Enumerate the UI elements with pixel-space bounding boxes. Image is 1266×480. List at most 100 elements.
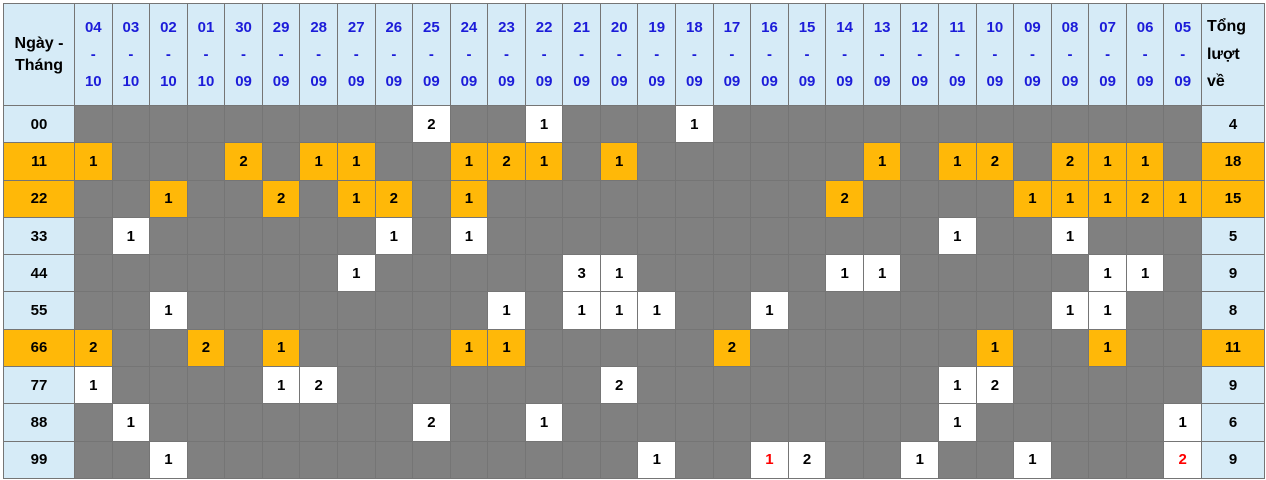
col-header-month: 09 bbox=[1061, 73, 1079, 90]
col-header-month: 09 bbox=[423, 73, 440, 90]
cell-11-20-09: 1 bbox=[600, 143, 638, 180]
cell-00-14-09-empty bbox=[826, 106, 863, 143]
cell-value: 1 bbox=[915, 451, 924, 469]
cell-11-22-09: 1 bbox=[525, 143, 563, 180]
cell-00-21-09-empty bbox=[563, 106, 600, 143]
cell-88-24-09-empty bbox=[450, 404, 488, 441]
cell-00-25-09: 2 bbox=[413, 106, 450, 143]
col-header-separator: - bbox=[466, 46, 472, 63]
cell-77-11-09: 1 bbox=[939, 367, 976, 404]
cell-99-08-09-empty bbox=[1051, 441, 1089, 478]
cell-77-01-10-empty bbox=[187, 367, 225, 404]
total-value: 11 bbox=[1225, 339, 1241, 357]
cell-22-13-09-empty bbox=[863, 180, 901, 217]
cell-value: 2 bbox=[615, 376, 624, 394]
row-label-88: 88 bbox=[4, 404, 74, 441]
cell-33-05-09-empty bbox=[1164, 217, 1201, 255]
cell-value: 1 bbox=[276, 339, 286, 357]
cell-value: 2 bbox=[427, 115, 436, 133]
row-label-text: 77 bbox=[30, 376, 48, 394]
col-header-separator: - bbox=[842, 46, 848, 63]
col-header-separator: - bbox=[1180, 46, 1186, 63]
col-header-separator: - bbox=[316, 46, 322, 63]
cell-77-15-09-empty bbox=[788, 367, 826, 404]
col-header-21-09: 21 - 09 bbox=[563, 4, 600, 105]
col-header-day: 02 bbox=[160, 19, 177, 36]
col-header-day: 21 bbox=[573, 19, 590, 36]
cell-66-24-09: 1 bbox=[450, 329, 488, 367]
cell-11-13-09: 1 bbox=[863, 143, 901, 180]
cell-33-24-09: 1 bbox=[450, 217, 488, 255]
col-header-month: 09 bbox=[272, 73, 290, 90]
col-header-separator: - bbox=[1142, 46, 1148, 63]
col-header-month: 09 bbox=[1136, 73, 1154, 90]
cell-22-12-09-empty bbox=[901, 180, 939, 217]
cell-00-22-09: 1 bbox=[525, 106, 563, 143]
cell-22-29-09: 2 bbox=[262, 180, 300, 217]
cell-55-02-10: 1 bbox=[150, 292, 187, 329]
col-header-separator: - bbox=[504, 46, 509, 63]
col-header-15-09: 15 - 09 bbox=[788, 4, 826, 105]
cell-00-08-09-empty bbox=[1051, 106, 1089, 143]
cell-22-22-09-empty bbox=[525, 180, 563, 217]
col-header-month: 09 bbox=[235, 73, 252, 90]
cell-66-05-09-empty bbox=[1164, 329, 1201, 367]
row-label-text: 99 bbox=[30, 451, 48, 469]
cell-value: 1 bbox=[1178, 414, 1187, 432]
cell-99-16-09: 1 bbox=[751, 441, 788, 478]
cell-11-09-09-empty bbox=[1014, 143, 1051, 180]
cell-11-05-09-empty bbox=[1164, 143, 1201, 180]
cell-99-25-09-empty bbox=[413, 441, 450, 478]
cell-66-17-09: 2 bbox=[713, 329, 751, 367]
col-header-day: 05 bbox=[1174, 19, 1192, 36]
cell-value: 1 bbox=[1103, 152, 1112, 170]
cell-99-11-09-empty bbox=[939, 441, 976, 478]
cell-99-05-09: 2 bbox=[1164, 441, 1201, 478]
col-header-12-09: 12 - 09 bbox=[901, 4, 939, 105]
cell-00-04-10-empty bbox=[75, 106, 112, 143]
cell-value: 1 bbox=[89, 376, 98, 394]
row-label-text: 66 bbox=[30, 339, 48, 357]
col-header-day: 29 bbox=[272, 19, 290, 36]
row-label-22: 22 bbox=[4, 180, 74, 217]
cell-22-17-09-empty bbox=[713, 180, 751, 217]
cell-44-24-09-empty bbox=[450, 255, 488, 292]
cell-44-04-10-empty bbox=[75, 255, 112, 292]
col-header-separator: - bbox=[954, 46, 960, 63]
total-66: 11 bbox=[1201, 329, 1264, 367]
cell-11-01-10-empty bbox=[187, 143, 225, 180]
col-header-day: 30 bbox=[235, 19, 252, 36]
cell-33-14-09-empty bbox=[826, 217, 863, 255]
cell-value: 2 bbox=[727, 339, 737, 357]
cell-55-21-09: 1 bbox=[563, 292, 600, 329]
cell-33-12-09-empty bbox=[901, 217, 939, 255]
cell-44-06-09: 1 bbox=[1126, 255, 1164, 292]
cell-44-25-09-empty bbox=[413, 255, 450, 292]
cell-88-16-09-empty bbox=[751, 404, 788, 441]
cell-66-04-10: 2 bbox=[75, 329, 112, 367]
cell-11-03-10-empty bbox=[112, 143, 150, 180]
cell-33-11-09: 1 bbox=[939, 217, 976, 255]
cell-77-05-09-empty bbox=[1164, 367, 1201, 404]
cell-88-26-09-empty bbox=[375, 404, 413, 441]
total-88: 6 bbox=[1201, 404, 1264, 441]
cell-11-30-09: 2 bbox=[225, 143, 262, 180]
cell-value: 1 bbox=[1103, 190, 1112, 208]
cell-77-24-09-empty bbox=[450, 367, 488, 404]
cell-88-09-09-empty bbox=[1014, 404, 1051, 441]
col-header-month: 09 bbox=[385, 73, 403, 90]
cell-99-27-09-empty bbox=[337, 441, 375, 478]
cell-00-30-09-empty bbox=[225, 106, 262, 143]
cell-00-23-09-empty bbox=[488, 106, 525, 143]
cell-value: 1 bbox=[1140, 264, 1150, 282]
cell-88-13-09-empty bbox=[863, 404, 901, 441]
col-header-month: 10 bbox=[122, 73, 140, 90]
cell-value: 1 bbox=[1065, 302, 1075, 320]
cell-88-15-09-empty bbox=[788, 404, 826, 441]
cell-value: 1 bbox=[164, 190, 173, 208]
col-header-day: 01 bbox=[197, 19, 215, 36]
cell-88-30-09-empty bbox=[225, 404, 262, 441]
cell-88-08-09-empty bbox=[1051, 404, 1089, 441]
cell-value: 1 bbox=[652, 302, 661, 320]
cell-66-26-09-empty bbox=[375, 329, 413, 367]
